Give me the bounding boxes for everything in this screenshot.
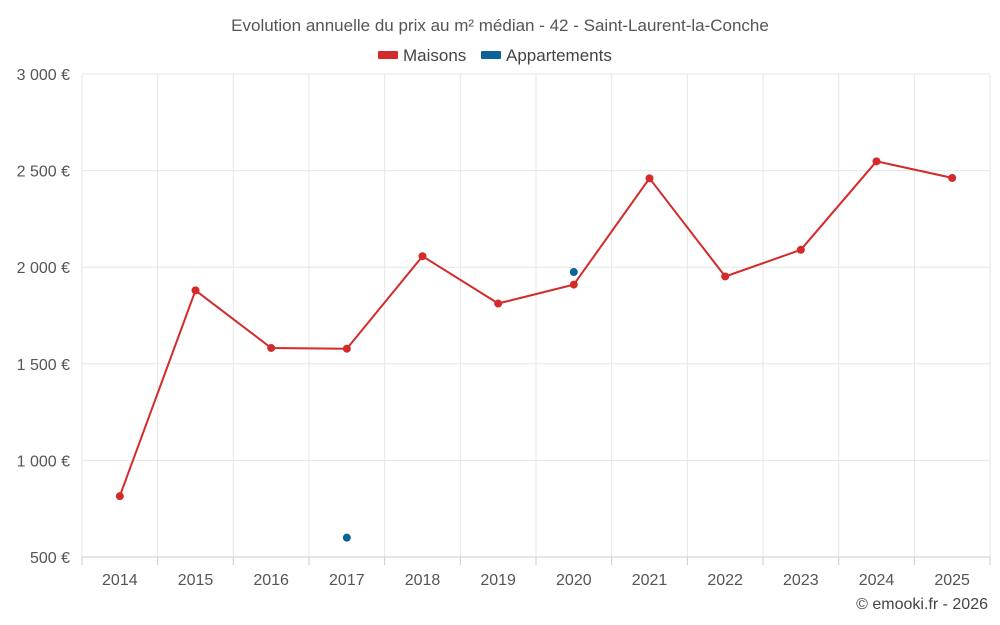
data-point-maisons[interactable] bbox=[948, 173, 957, 182]
x-tick-label: 2020 bbox=[556, 572, 592, 589]
y-tick-label: 2 000 € bbox=[17, 260, 70, 277]
data-point-maisons[interactable] bbox=[645, 174, 654, 183]
x-tick-label: 2022 bbox=[707, 572, 743, 589]
data-point-maisons[interactable] bbox=[721, 272, 730, 281]
x-tick-label: 2016 bbox=[253, 572, 289, 589]
credit-text: © emooki.fr - 2026 bbox=[856, 596, 988, 613]
x-tick-label: 2019 bbox=[480, 572, 516, 589]
y-tick-label: 500 € bbox=[30, 550, 70, 567]
x-tick-label: 2023 bbox=[783, 572, 819, 589]
legend: Maisons Appartements bbox=[378, 46, 612, 65]
data-point-maisons[interactable] bbox=[418, 252, 427, 261]
y-tick-label: 2 500 € bbox=[17, 164, 70, 181]
legend-label-appartements: Appartements bbox=[506, 46, 612, 65]
data-point-appartements[interactable] bbox=[342, 533, 351, 542]
grid bbox=[81, 73, 991, 558]
series-line-maisons bbox=[118, 160, 953, 497]
x-tick-label: 2018 bbox=[405, 572, 441, 589]
data-point-maisons[interactable] bbox=[115, 492, 124, 501]
x-tick-label: 2021 bbox=[632, 572, 668, 589]
series bbox=[115, 157, 957, 542]
legend-item-maisons[interactable]: Maisons bbox=[378, 46, 466, 65]
data-point-maisons[interactable] bbox=[267, 343, 276, 352]
axes: 500 € 1 000 € 1 500 € 2 000 € 2 500 € 3 000 €… bbox=[17, 67, 991, 589]
legend-item-appartements[interactable]: Appartements bbox=[481, 46, 612, 65]
data-point-maisons[interactable] bbox=[796, 245, 805, 254]
data-point-maisons[interactable] bbox=[494, 299, 503, 308]
legend-swatch-maisons bbox=[378, 51, 398, 59]
legend-label-maisons: Maisons bbox=[403, 46, 466, 65]
series-appartements bbox=[342, 268, 578, 542]
chart-title: Evolution annuelle du prix au m² médian … bbox=[231, 16, 769, 35]
y-tick-label: 1 500 € bbox=[17, 357, 70, 374]
data-point-appartements[interactable] bbox=[569, 268, 578, 277]
x-tick-label: 2025 bbox=[934, 572, 970, 589]
x-tick-label: 2017 bbox=[329, 572, 365, 589]
data-point-maisons[interactable] bbox=[342, 344, 351, 353]
legend-swatch-appartements bbox=[481, 51, 501, 59]
x-tick-label: 2014 bbox=[102, 572, 138, 589]
data-point-maisons[interactable] bbox=[191, 286, 200, 295]
data-point-maisons[interactable] bbox=[569, 280, 578, 289]
x-tick-label: 2024 bbox=[859, 572, 895, 589]
y-tick-label: 3 000 € bbox=[17, 67, 70, 84]
series-maisons bbox=[115, 157, 957, 501]
y-tick-label: 1 000 € bbox=[17, 453, 70, 470]
x-tick-label: 2015 bbox=[178, 572, 214, 589]
data-point-maisons[interactable] bbox=[872, 157, 881, 166]
